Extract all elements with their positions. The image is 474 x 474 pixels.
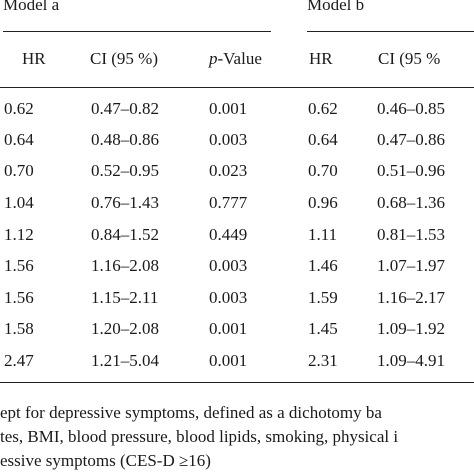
cell-ci-b: 0.46–0.85 bbox=[377, 99, 445, 118]
cell-hr-a: 0.62 bbox=[4, 99, 34, 118]
model-a-rule bbox=[3, 31, 271, 33]
cell-p-a: 0.777 bbox=[209, 193, 248, 212]
cell-ci-b: 0.81–1.53 bbox=[377, 225, 445, 244]
cell-ci-b: 1.09–4.91 bbox=[377, 351, 445, 370]
cell-ci-a: 0.47–0.82 bbox=[91, 99, 159, 118]
cell-hr-b: 0.96 bbox=[308, 193, 338, 212]
cell-p-a: 0.449 bbox=[209, 225, 248, 244]
cell-hr-a: 1.56 bbox=[4, 288, 34, 307]
cell-ci-b: 0.51–0.96 bbox=[377, 161, 445, 180]
cell-hr-b: 1.11 bbox=[308, 225, 338, 244]
cell-p-a: 0.023 bbox=[209, 161, 248, 180]
cell-hr-a: 2.47 bbox=[4, 351, 34, 370]
cell-hr-a: 1.12 bbox=[4, 225, 34, 244]
cell-hr-b: 0.64 bbox=[308, 130, 338, 149]
cell-p-a: 0.001 bbox=[209, 351, 248, 370]
cell-ci-a: 1.16–2.08 bbox=[91, 256, 159, 275]
cell-ci-b: 1.09–1.92 bbox=[377, 319, 445, 338]
cell-hr-b: 0.70 bbox=[308, 161, 338, 180]
cell-hr-b: 0.62 bbox=[308, 99, 338, 118]
cell-p-a: 0.003 bbox=[209, 256, 248, 275]
cell-ci-a: 0.84–1.52 bbox=[91, 225, 159, 244]
header-rule bbox=[0, 87, 474, 89]
model-b-label: Model b bbox=[307, 0, 365, 14]
cell-ci-a: 1.20–2.08 bbox=[91, 319, 159, 338]
header-p-prefix: p bbox=[209, 49, 218, 68]
cell-hr-a: 0.64 bbox=[4, 130, 34, 149]
cell-hr-b: 2.31 bbox=[308, 351, 338, 370]
footnote-line-3: essive symptoms (CES-D ≥16) bbox=[0, 451, 211, 470]
cell-hr-a: 1.58 bbox=[4, 319, 34, 338]
cell-ci-a: 0.52–0.95 bbox=[91, 161, 159, 180]
footnote-line-1: ept for depressive symptoms, defined as … bbox=[0, 403, 382, 422]
cell-ci-b: 1.16–2.17 bbox=[377, 288, 445, 307]
cell-hr-b: 1.59 bbox=[308, 288, 338, 307]
cell-ci-a: 0.48–0.86 bbox=[91, 130, 159, 149]
header-ci-b: CI (95 % bbox=[378, 49, 441, 68]
model-a-label: Model a bbox=[3, 0, 60, 14]
cell-hr-b: 1.45 bbox=[308, 319, 338, 338]
cell-ci-a: 1.21–5.04 bbox=[91, 351, 159, 370]
header-hr-b: HR bbox=[309, 49, 333, 68]
cell-p-a: 0.003 bbox=[209, 130, 248, 149]
table-bottom-rule bbox=[0, 382, 474, 384]
header-ci-a: CI (95 %) bbox=[90, 49, 158, 68]
cell-ci-b: 0.47–0.86 bbox=[377, 130, 445, 149]
cell-ci-b: 1.07–1.97 bbox=[377, 256, 445, 275]
cell-ci-a: 0.76–1.43 bbox=[91, 193, 159, 212]
cell-p-a: 0.001 bbox=[209, 99, 248, 118]
footnote-line-2: tes, BMI, blood pressure, blood lipids, … bbox=[0, 427, 399, 446]
cell-ci-a: 1.15–2.11 bbox=[91, 288, 159, 307]
cell-hr-a: 0.70 bbox=[4, 161, 34, 180]
cell-p-a: 0.001 bbox=[209, 319, 248, 338]
model-b-rule bbox=[307, 31, 474, 33]
header-hr-a: HR bbox=[22, 49, 46, 68]
header-p-value: p-Value bbox=[209, 49, 262, 69]
header-p-suffix: -Value bbox=[217, 49, 262, 68]
cell-hr-b: 1.46 bbox=[308, 256, 338, 275]
cell-hr-a: 1.04 bbox=[4, 193, 34, 212]
cell-hr-a: 1.56 bbox=[4, 256, 34, 275]
cell-p-a: 0.003 bbox=[209, 288, 248, 307]
cell-ci-b: 0.68–1.36 bbox=[377, 193, 445, 212]
